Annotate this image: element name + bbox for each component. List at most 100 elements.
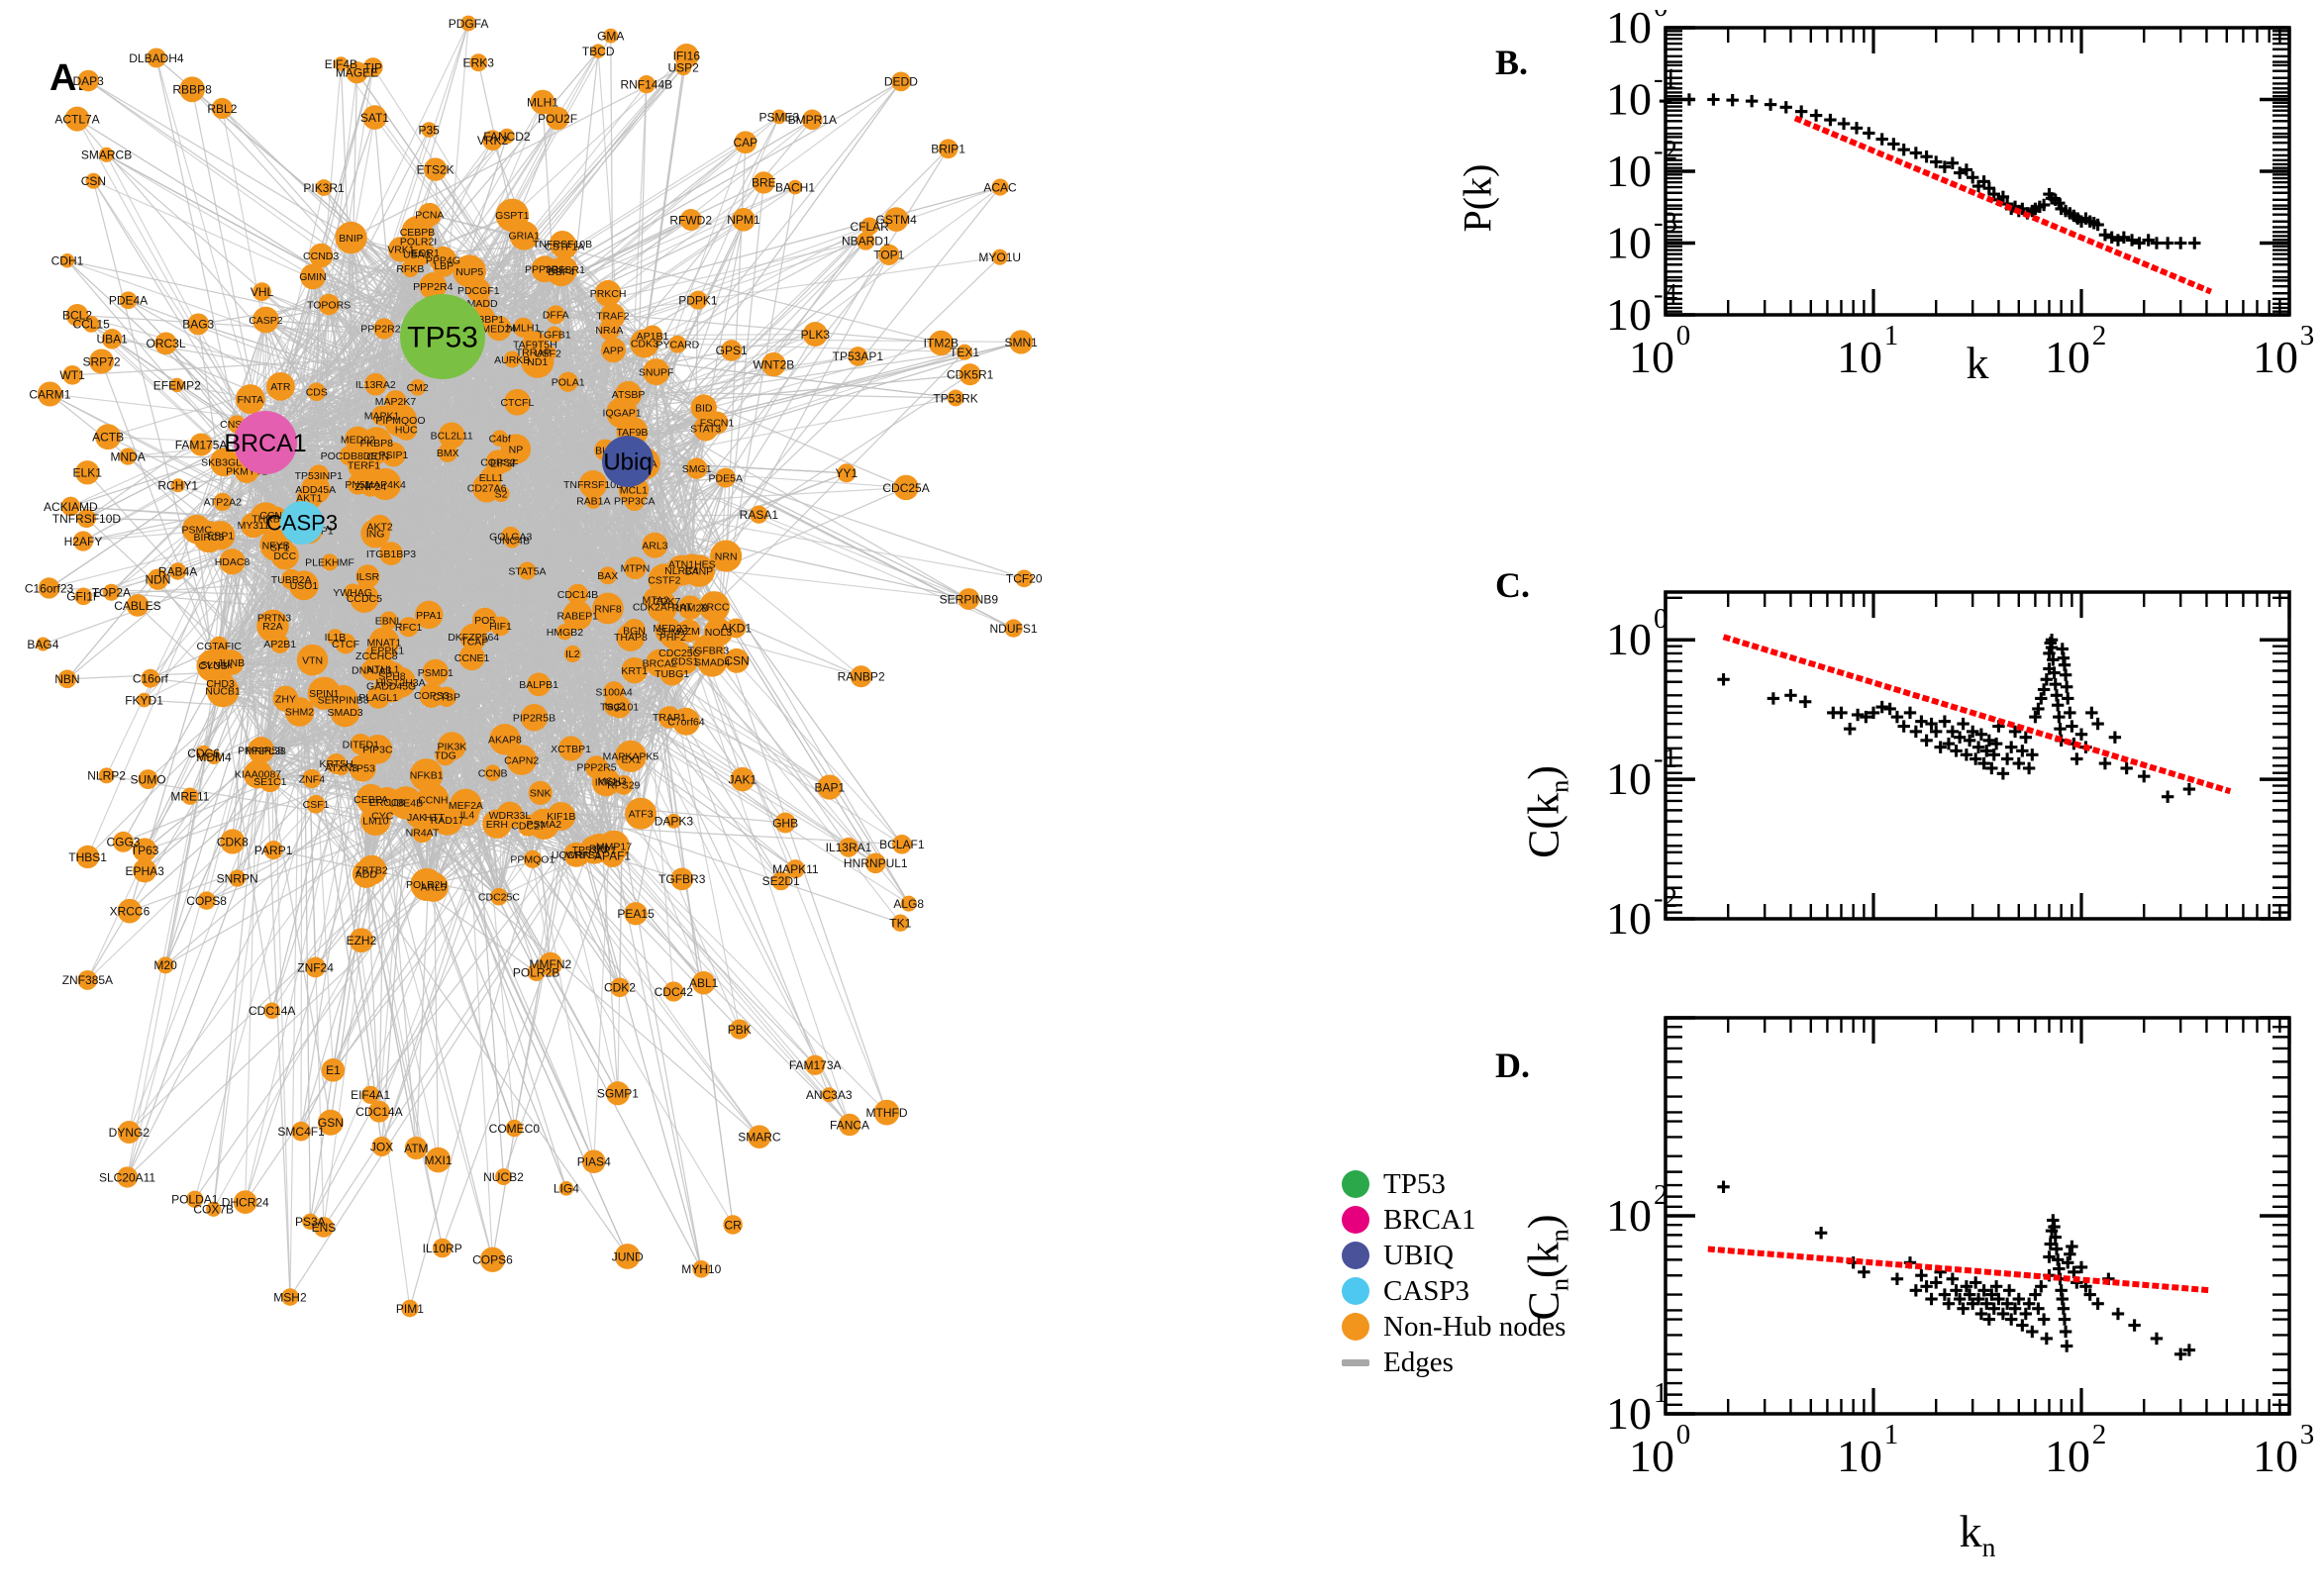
network-node[interactable]	[805, 1054, 826, 1075]
network-node[interactable]	[848, 347, 868, 366]
network-node[interactable]	[591, 767, 621, 797]
network-node[interactable]	[206, 749, 222, 764]
network-node[interactable]	[250, 502, 282, 535]
network-node[interactable]	[315, 179, 333, 196]
network-node[interactable]	[878, 244, 900, 265]
network-node[interactable]	[197, 891, 216, 910]
network-node[interactable]	[520, 703, 549, 732]
network-node[interactable]	[624, 556, 647, 580]
network-node[interactable]	[670, 867, 694, 891]
network-node[interactable]	[610, 977, 630, 998]
network-node[interactable]	[460, 15, 476, 32]
network-node[interactable]	[584, 833, 614, 863]
network-node[interactable]	[417, 202, 442, 227]
network-node[interactable]	[692, 1259, 711, 1278]
network-node[interactable]	[398, 617, 419, 638]
network-node[interactable]	[668, 335, 687, 353]
network-node[interactable]	[235, 384, 265, 414]
network-node[interactable]	[422, 658, 450, 686]
network-node[interactable]	[348, 449, 380, 481]
network-node[interactable]	[116, 1166, 139, 1188]
network-node[interactable]	[321, 1058, 346, 1082]
network-node[interactable]	[170, 478, 185, 493]
network-node[interactable]	[563, 645, 581, 663]
network-node[interactable]	[300, 263, 326, 290]
network-node[interactable]	[482, 130, 503, 151]
network-node[interactable]	[665, 554, 697, 586]
network-node[interactable]	[839, 837, 858, 857]
network-node[interactable]	[213, 492, 232, 512]
network-node[interactable]	[459, 623, 487, 651]
network-node[interactable]	[499, 128, 515, 145]
network-node[interactable]	[785, 859, 805, 879]
network-node[interactable]	[409, 378, 427, 396]
network-node[interactable]	[860, 217, 879, 236]
network-node[interactable]	[360, 805, 391, 837]
network-node[interactable]	[259, 529, 292, 561]
network-node[interactable]	[219, 549, 246, 575]
network-node[interactable]	[379, 542, 403, 565]
network-node[interactable]	[726, 618, 747, 639]
network-node[interactable]	[505, 1119, 524, 1138]
network-node[interactable]	[469, 53, 488, 72]
network-node[interactable]	[496, 801, 524, 829]
network-node[interactable]	[425, 1147, 452, 1173]
network-node[interactable]	[256, 609, 289, 643]
network-node[interactable]	[257, 743, 274, 759]
network-node[interactable]	[368, 627, 400, 658]
network-node[interactable]	[699, 591, 731, 623]
network-node[interactable]	[384, 390, 407, 413]
network-node[interactable]	[360, 518, 390, 549]
network-node[interactable]	[1009, 330, 1034, 354]
network-node[interactable]	[75, 845, 100, 869]
network-node[interactable]	[613, 775, 634, 795]
network-node[interactable]	[119, 448, 137, 465]
network-node[interactable]	[60, 496, 81, 517]
network-node[interactable]	[720, 340, 743, 361]
network-node[interactable]	[625, 797, 657, 830]
network-node[interactable]	[490, 616, 511, 637]
network-node[interactable]	[85, 172, 102, 189]
network-node[interactable]	[605, 1081, 630, 1106]
network-node[interactable]	[77, 69, 100, 92]
network-node[interactable]	[673, 43, 699, 68]
network-node[interactable]	[137, 692, 152, 708]
network-node[interactable]	[691, 970, 716, 995]
network-node[interactable]	[838, 1113, 861, 1137]
network-node[interactable]	[546, 326, 562, 344]
network-node[interactable]	[513, 317, 534, 338]
network-node[interactable]	[578, 470, 608, 499]
network-node[interactable]	[679, 208, 702, 231]
network-node[interactable]	[438, 422, 465, 449]
network-node[interactable]	[489, 724, 521, 755]
network-node[interactable]	[479, 1247, 506, 1272]
network-node[interactable]	[598, 319, 620, 341]
network-node[interactable]	[873, 1099, 900, 1126]
network-node[interactable]	[37, 381, 62, 407]
network-node[interactable]	[705, 411, 729, 435]
network-node[interactable]	[598, 566, 617, 585]
network-node[interactable]	[72, 531, 94, 551]
network-node[interactable]	[503, 388, 531, 416]
network-node[interactable]	[291, 1121, 311, 1142]
network-node[interactable]	[715, 467, 736, 488]
network-node[interactable]	[296, 644, 329, 676]
network-node[interactable]	[369, 467, 402, 501]
network-node[interactable]	[657, 592, 675, 610]
network-node[interactable]	[753, 171, 775, 194]
network-node[interactable]	[112, 831, 134, 852]
network-node[interactable]	[685, 457, 708, 479]
network-node[interactable]	[252, 282, 271, 302]
network-node[interactable]	[642, 532, 668, 558]
network-node[interactable]	[361, 1085, 380, 1104]
network-node[interactable]	[317, 1109, 344, 1136]
network-node[interactable]	[117, 1120, 141, 1145]
network-node[interactable]	[518, 561, 537, 580]
hub-node-brca1[interactable]	[234, 411, 297, 474]
network-node[interactable]	[1015, 569, 1034, 588]
network-node[interactable]	[147, 568, 169, 590]
network-node[interactable]	[771, 109, 787, 125]
network-node[interactable]	[850, 665, 872, 688]
network-node[interactable]	[938, 139, 959, 159]
network-node[interactable]	[665, 813, 681, 829]
